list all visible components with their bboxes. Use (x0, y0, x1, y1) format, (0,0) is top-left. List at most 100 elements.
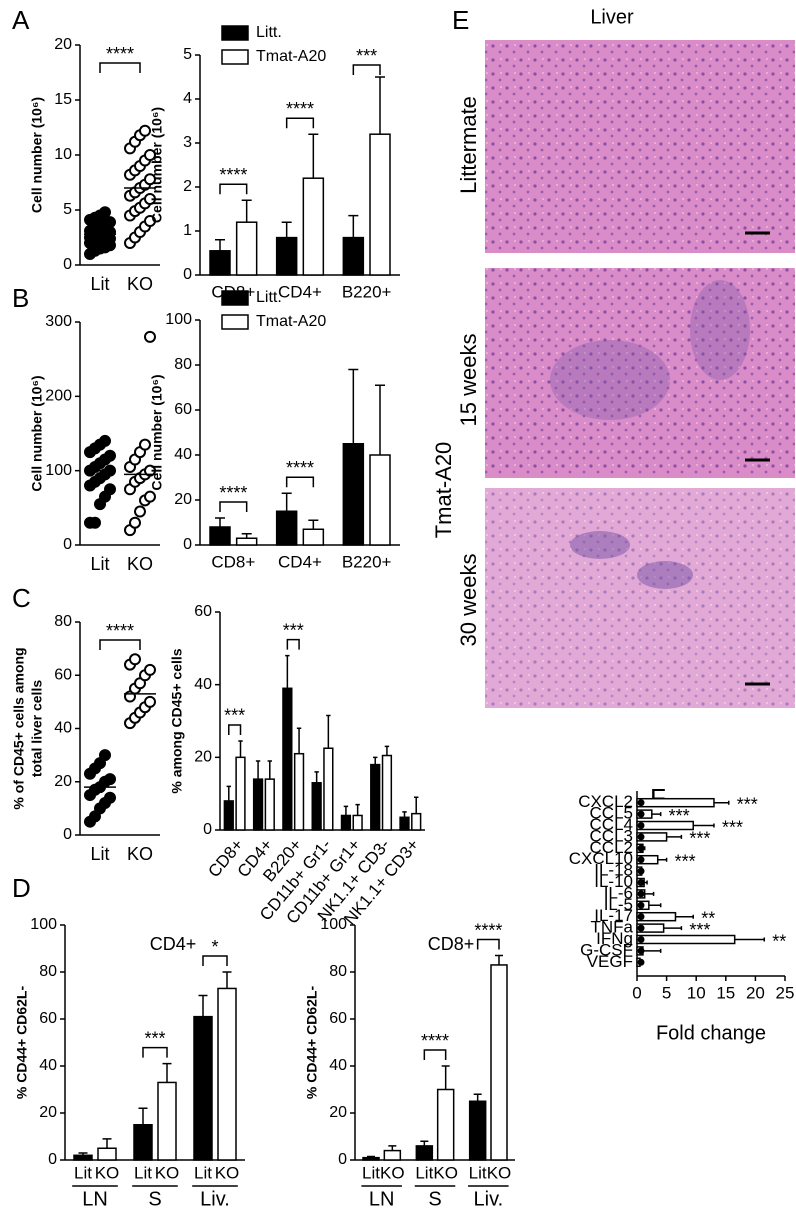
error-bar (355, 803, 360, 816)
significance-label: *** (144, 1028, 165, 1048)
significance-label: **** (106, 621, 134, 641)
x-tick-label: KO (95, 1163, 120, 1182)
legend-swatch (221, 314, 249, 330)
error-bar (238, 740, 243, 758)
error-bar (215, 239, 225, 251)
x-tick-label: Lit (90, 844, 109, 864)
y-tick-label: 80 (329, 963, 347, 980)
y-axis-label: Cell number (10⁶) (149, 107, 165, 223)
significance-label: *** (689, 920, 710, 940)
bar (636, 934, 736, 945)
x-tick-label: KO (127, 844, 153, 864)
y-tick-label: 10 (54, 146, 72, 163)
y-tick-label: 3 (183, 134, 192, 151)
y-axis-label: % CD44+ CD62L- (304, 986, 320, 1100)
error-bar (388, 1145, 397, 1151)
data-point (129, 516, 141, 529)
error-bar (651, 812, 662, 817)
bar (209, 526, 231, 546)
y-tick-label: IL-6 (604, 883, 633, 902)
error-bar (348, 368, 359, 444)
error-bar (296, 727, 302, 754)
x-tick-label: B220+ (342, 552, 392, 571)
bar (235, 537, 258, 546)
error-bar (402, 811, 407, 818)
x-tick-label: 10 (687, 983, 706, 1002)
bar (411, 812, 422, 831)
error-bar (642, 948, 662, 953)
y-tick-label: 40 (174, 446, 192, 463)
error-bar (215, 517, 225, 527)
error-bar (420, 1140, 429, 1146)
significance-bracket (286, 638, 300, 650)
bar (436, 1088, 455, 1161)
x-group-label: Liv. (474, 1188, 504, 1210)
bar-origin-dot (637, 822, 645, 829)
legend-swatch (221, 49, 249, 65)
y-axis-label: % CD44+ CD62L- (14, 986, 30, 1100)
legend-label: Tmat-A20 (256, 48, 326, 65)
bar (275, 236, 298, 276)
error-bar (241, 199, 252, 223)
bar-origin-dot (637, 867, 645, 875)
significance-label: ** (772, 931, 786, 951)
bar (209, 250, 231, 276)
error-bar (648, 903, 662, 908)
error-bar (281, 492, 292, 512)
y-tick-label: 60 (174, 401, 192, 418)
significance-bracket (99, 62, 141, 73)
significance-label: **** (286, 99, 314, 119)
error-bar (713, 800, 730, 805)
bar-origin-dot (637, 844, 645, 852)
bar (73, 1154, 93, 1161)
bar (370, 763, 381, 831)
error-bar (473, 1093, 482, 1102)
error-bar (222, 971, 232, 989)
x-tick-label: Lit (415, 1163, 433, 1182)
bar (311, 782, 322, 831)
significance-label: *** (689, 829, 710, 849)
y-axis-label: % among CD45+ cells (169, 648, 185, 793)
x-group-label: S (148, 1188, 161, 1210)
data-point (144, 695, 156, 708)
error-bar (666, 834, 683, 839)
error-bar (162, 1062, 172, 1083)
bar (362, 1156, 380, 1161)
error-bar (373, 756, 378, 765)
data-point (99, 206, 111, 219)
significance-label: **** (286, 458, 314, 478)
legend-label: Litt. (256, 289, 282, 306)
panel-label: F (650, 783, 666, 813)
bar (323, 747, 334, 831)
error-bar (343, 805, 349, 816)
y-tick-label: 80 (39, 963, 57, 980)
y-tick-label: 100 (165, 311, 192, 328)
error-bar (675, 914, 694, 919)
error-bar (314, 771, 319, 783)
significance-bracket (142, 1046, 168, 1058)
data-point (129, 653, 141, 666)
y-tick-label: IL-18 (594, 861, 633, 880)
x-tick-label: KO (127, 274, 153, 294)
y-tick-label: CCL5 (590, 804, 633, 823)
significance-label: **** (474, 920, 502, 940)
x-tick-label: 5 (662, 983, 671, 1002)
y-axis-label: Cell number (10⁶) (29, 97, 45, 213)
bar (157, 1081, 177, 1161)
bar-origin-dot (637, 799, 645, 807)
bar (369, 133, 391, 276)
error-bar (308, 133, 319, 179)
x-tick-label: KO (127, 554, 153, 574)
x-group-label: Liv. (200, 1188, 230, 1210)
x-tick-label: Lit (134, 1163, 152, 1182)
x-tick-label: Lit (362, 1163, 380, 1182)
error-bar (657, 857, 668, 862)
bar-origin-dot (637, 879, 645, 886)
x-tick-label: 25 (776, 983, 795, 1002)
infiltrate (570, 531, 630, 559)
significance-label: *** (669, 806, 690, 826)
y-tick-label: 100 (320, 916, 347, 933)
y-axis-label: total liver cells (29, 680, 45, 777)
y-tick-label: 80 (54, 613, 72, 630)
panel-e-title: Liver (590, 6, 634, 28)
